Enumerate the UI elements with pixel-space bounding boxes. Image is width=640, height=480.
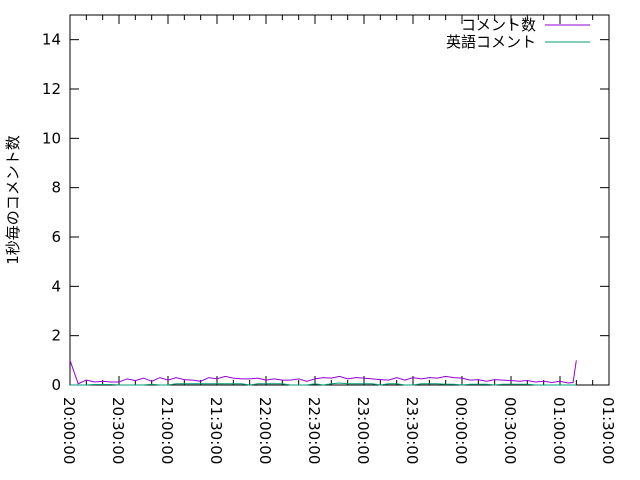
y-tick-label: 8: [51, 179, 61, 197]
x-tick-label: 01:30:00: [599, 397, 617, 464]
x-tick-label: 21:00:00: [158, 397, 176, 464]
legend-label: 英語コメント: [446, 33, 536, 51]
y-tick-label: 4: [51, 277, 61, 295]
y-tick-label: 14: [42, 31, 61, 49]
y-tick-label: 2: [51, 327, 61, 345]
y-tick-label: 6: [51, 228, 61, 246]
y-axis-label: 1秒毎のコメント数: [4, 135, 22, 265]
plot-frame: [69, 14, 610, 386]
x-tick-label: 22:30:00: [305, 397, 323, 464]
x-tick-label: 20:30:00: [109, 397, 127, 464]
x-tick-label: 21:30:00: [207, 397, 225, 464]
series-line: [70, 382, 577, 386]
x-tick-label: 23:30:00: [403, 397, 421, 464]
x-tick-label: 23:00:00: [354, 397, 372, 464]
x-tick-label: 22:00:00: [256, 397, 274, 464]
x-tick-label: 00:30:00: [501, 397, 519, 464]
y-tick-label: 10: [42, 129, 61, 147]
y-tick-label: 0: [51, 376, 61, 394]
legend-label: コメント数: [461, 16, 536, 34]
series-line: [69, 360, 577, 385]
x-tick-label: 00:00:00: [452, 397, 470, 464]
x-tick-label: 20:00:00: [60, 397, 78, 464]
y-tick-label: 12: [42, 80, 61, 98]
x-tick-label: 01:00:00: [550, 397, 568, 464]
